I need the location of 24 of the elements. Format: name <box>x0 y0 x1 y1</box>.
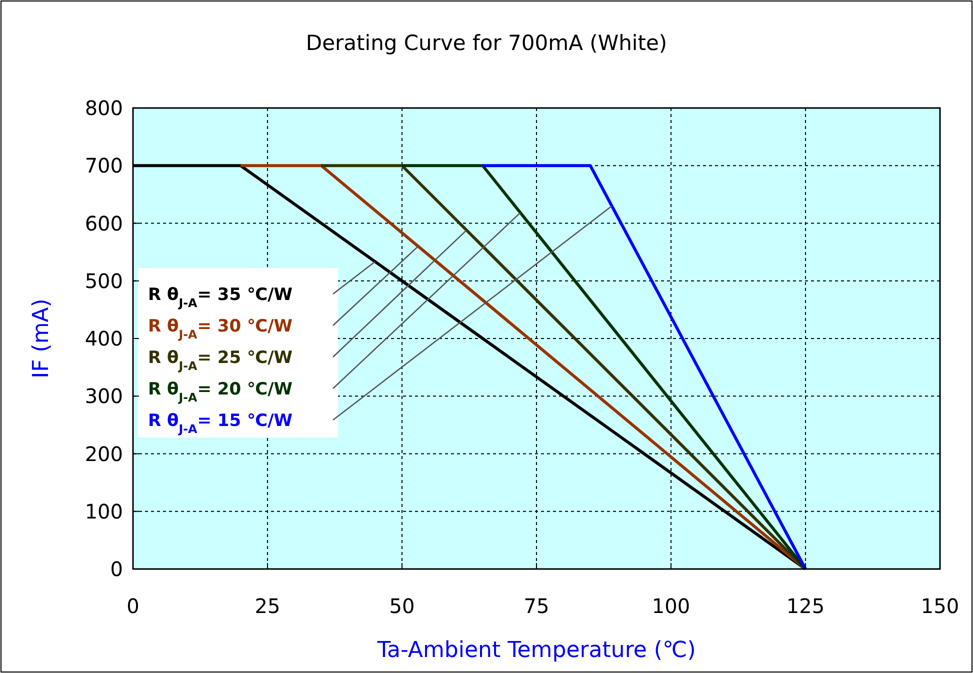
y-tick-label: 100 <box>84 499 123 524</box>
y-tick-label: 500 <box>84 268 123 293</box>
x-tick-label: 25 <box>254 594 280 618</box>
text: R θ$_{J-A}$= 30 ℃/W <box>148 316 293 342</box>
y-tick-label: 400 <box>84 326 123 350</box>
y-tick-label: 200 <box>84 442 123 466</box>
y-tick-label: 700 <box>84 154 123 178</box>
x-tick-label: 150 <box>920 594 960 618</box>
chart-title: Derating Curve for 700mA (White) <box>306 31 668 55</box>
text: R θ$_{J-A}$= 35 ℃/W <box>148 285 293 310</box>
y-tick-label: 0 <box>110 557 123 581</box>
text: R θ$_{J-A}$= 15 ℃/W <box>148 411 293 436</box>
text: R θ$_{J-A}$= 20 ℃/W <box>148 380 293 404</box>
x-tick-label: 100 <box>652 594 690 618</box>
x-axis-title: Ta-Ambient Temperature (℃) <box>376 638 696 663</box>
y-tick-label: 600 <box>84 211 123 236</box>
y-tick-label: 300 <box>84 384 123 408</box>
y-axis-title: IF (mA) <box>29 298 54 378</box>
x-tick-label: 125 <box>786 594 825 618</box>
x-tick-label: 50 <box>389 594 415 618</box>
text: R θ$_{J-A}$= 25 ℃/W <box>148 348 293 373</box>
x-tick-label: 75 <box>524 594 550 618</box>
x-tick-label: 0 <box>126 594 140 618</box>
y-tick-label: 800 <box>84 96 123 120</box>
